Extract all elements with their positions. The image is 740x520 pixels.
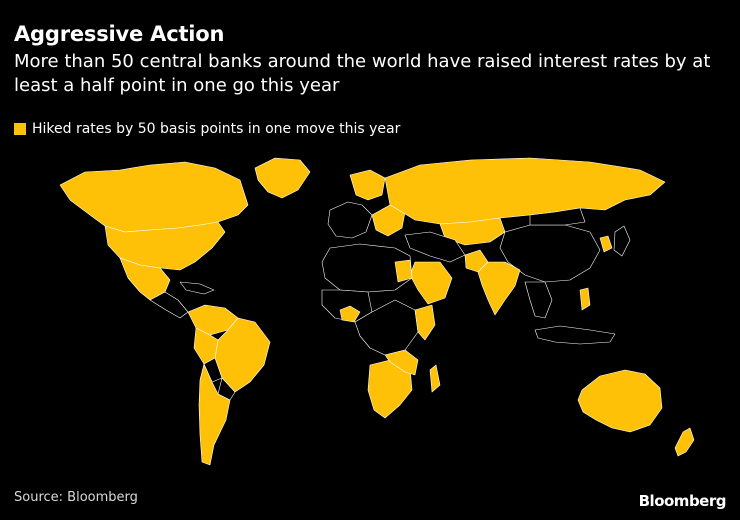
region-mongolia bbox=[529, 207, 586, 226]
source-note: Source: Bloomberg bbox=[14, 490, 138, 505]
region-argentina-chile bbox=[198, 363, 231, 466]
region-saudi-arabia bbox=[409, 261, 453, 305]
region-russia bbox=[384, 157, 666, 225]
chart-subtitle: More than 50 central banks around the wo… bbox=[14, 51, 711, 96]
countries bbox=[59, 157, 695, 466]
bloomberg-logo: Bloomberg bbox=[638, 492, 727, 510]
region-east-africa bbox=[414, 304, 436, 341]
region-philippines bbox=[579, 287, 591, 311]
region-north-africa bbox=[321, 243, 413, 293]
chart-title: Aggressive Action bbox=[14, 22, 225, 46]
region-caribbean bbox=[179, 281, 215, 295]
region-turkey-iran bbox=[404, 231, 466, 263]
legend: Hiked rates by 50 basis points in one mo… bbox=[14, 121, 400, 137]
region-scandinavia bbox=[349, 169, 386, 201]
region-nigeria-ghana bbox=[339, 305, 361, 323]
region-japan bbox=[613, 225, 631, 257]
region-mozambique-zambia bbox=[384, 349, 419, 376]
region-greenland bbox=[254, 157, 311, 199]
region-new-zealand bbox=[674, 427, 695, 457]
region-india bbox=[477, 261, 521, 316]
region-western-europe bbox=[327, 201, 373, 239]
legend-swatch bbox=[14, 123, 26, 135]
region-canada bbox=[59, 161, 249, 233]
region-southeast-asia bbox=[524, 281, 553, 319]
world-map bbox=[59, 157, 695, 466]
region-egypt bbox=[394, 259, 413, 283]
legend-label: Hiked rates by 50 basis points in one mo… bbox=[32, 121, 401, 137]
region-korea bbox=[599, 235, 613, 253]
region-indonesia bbox=[534, 325, 616, 345]
region-australia bbox=[577, 369, 663, 433]
region-central-africa bbox=[354, 299, 419, 356]
region-madagascar bbox=[429, 364, 441, 393]
